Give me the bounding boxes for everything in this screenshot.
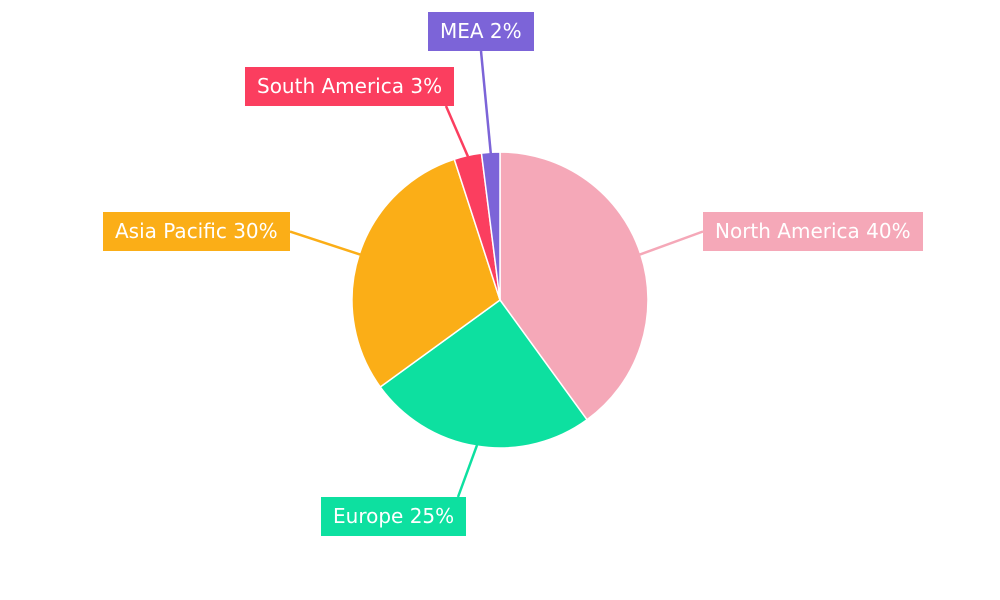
leader-line-south-america: [444, 105, 470, 158]
pie-label-north-america: North America 40%: [703, 212, 923, 251]
leader-line-europe: [456, 444, 479, 498]
leader-line-asia-pacific: [289, 230, 361, 256]
leader-line-north-america: [639, 230, 704, 256]
pie-label-south-america: South America 3%: [245, 67, 455, 106]
pie-label-asia-pacific: Asia Pacific 30%: [103, 212, 290, 251]
leader-line-mea: [479, 50, 493, 154]
pie-label-europe: Europe 25%: [321, 497, 467, 536]
pie-label-mea: MEA 2%: [428, 12, 534, 51]
